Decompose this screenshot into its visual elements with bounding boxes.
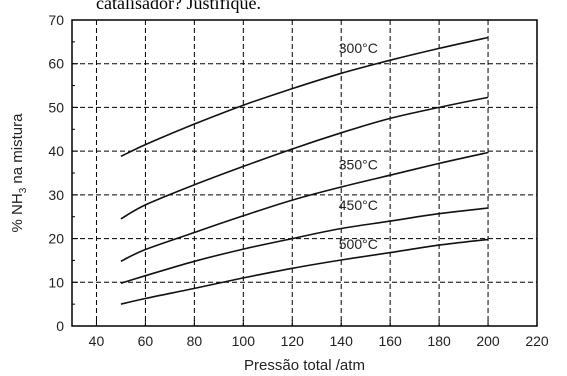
x-tick-label: 140 <box>330 333 354 349</box>
x-tick-label: 160 <box>378 333 402 349</box>
x-tick-label: 60 <box>138 333 154 349</box>
series-label-5: 500°C <box>339 236 378 252</box>
series-labels: 300°C 350°C 450°C 500°C <box>339 40 378 252</box>
series-lines <box>120 36 489 305</box>
series-line-2 <box>120 96 489 220</box>
y-axis-title-prefix: % NH <box>9 193 26 232</box>
y-tick-label: 10 <box>48 274 64 290</box>
x-tick-label: 100 <box>232 333 256 349</box>
series-label-1: 300°C <box>339 40 378 56</box>
x-tick-label: 40 <box>89 333 105 349</box>
y-tick-label: 40 <box>48 143 64 159</box>
series-label-3: 350°C <box>339 157 378 173</box>
y-tick-label: 20 <box>48 231 64 247</box>
x-tick-label: 180 <box>427 333 451 349</box>
y-axis-title-subscript: 3 <box>18 187 29 193</box>
x-tick-label: 200 <box>476 333 500 349</box>
series-label-4: 450°C <box>339 197 378 213</box>
plot-frame <box>71 19 538 327</box>
y-tick-label: 30 <box>48 187 64 203</box>
x-tick-label: 80 <box>187 333 203 349</box>
y-tick-label: 0 <box>56 318 64 334</box>
x-axis-title: Pressão total /atm <box>244 357 365 374</box>
question-caption: catalisador? Justifique. <box>96 0 261 13</box>
series-line-1 <box>120 36 489 158</box>
series-line-3 <box>120 151 489 263</box>
y-tick-label: 60 <box>48 56 64 72</box>
series-line-5 <box>120 238 489 305</box>
y-tick-label: 70 <box>48 12 64 28</box>
y-tick-label: 50 <box>48 99 64 115</box>
y-axis-title-suffix: na mistura <box>9 113 26 188</box>
x-tick-label: 220 <box>525 333 549 349</box>
axis-ticks: 40 60 80 100 120 140 160 180 200 220 0 10 20 30 40 50 60… <box>48 12 548 349</box>
y-axis-title: % NH3 na mistura <box>9 113 29 233</box>
grid-lines <box>72 20 537 326</box>
series-line-4 <box>120 207 489 284</box>
x-tick-label: 120 <box>281 333 305 349</box>
